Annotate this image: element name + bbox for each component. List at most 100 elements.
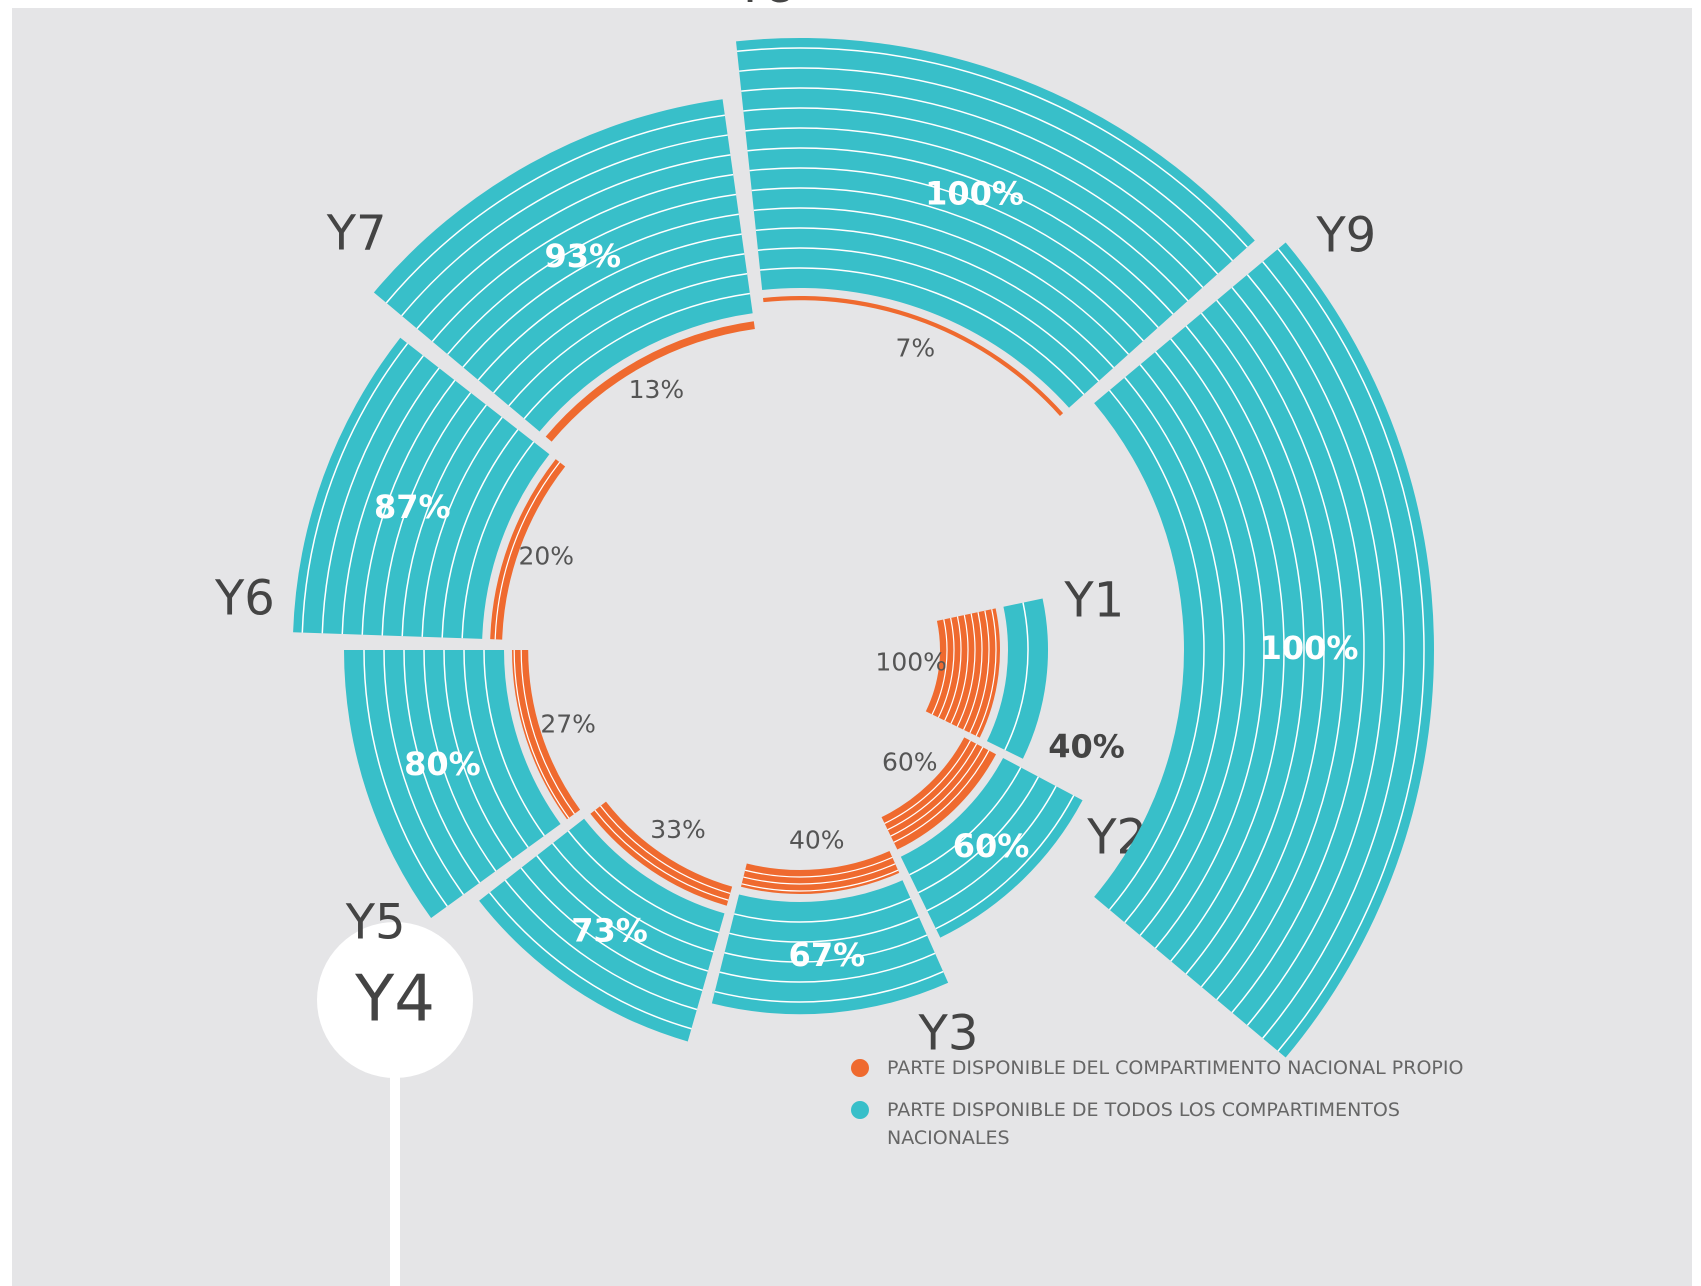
ring-line bbox=[719, 952, 936, 983]
ring-line bbox=[931, 619, 948, 715]
ring-line bbox=[567, 830, 720, 934]
ring-line bbox=[944, 616, 962, 721]
ring-line bbox=[488, 892, 692, 1030]
ring-line bbox=[739, 67, 1234, 262]
ring-line bbox=[462, 213, 739, 368]
legend-label: PARTE DISPONIBLE DEL COMPARTIMENTO NACIO… bbox=[887, 1057, 1464, 1079]
ring-line bbox=[975, 609, 997, 737]
legend-swatch bbox=[851, 1101, 869, 1119]
own-value-label: 13% bbox=[629, 375, 685, 404]
ring-line bbox=[494, 461, 561, 640]
ring-line bbox=[594, 809, 729, 901]
legend: PARTE DISPONIBLE DEL COMPARTIMENTO NACIO… bbox=[851, 1054, 1491, 1166]
ring-line bbox=[504, 879, 698, 1011]
ring-line bbox=[749, 167, 1159, 328]
all-value-label: 100% bbox=[1260, 629, 1359, 667]
ring-line bbox=[508, 272, 748, 407]
year-label: Y6 bbox=[214, 570, 275, 626]
all-segment bbox=[373, 99, 753, 432]
ring-line bbox=[1004, 602, 1029, 751]
all-value-label: 93% bbox=[544, 237, 621, 275]
ring-line bbox=[909, 767, 1022, 876]
ring-line bbox=[1124, 376, 1225, 924]
ring-line bbox=[969, 610, 990, 734]
ring-line bbox=[461, 441, 535, 639]
ring-line bbox=[890, 746, 984, 837]
ring-line bbox=[887, 743, 978, 831]
ring-line bbox=[741, 87, 1219, 275]
year-label: Y5 bbox=[345, 895, 406, 951]
ring-line bbox=[956, 613, 976, 727]
ring-line bbox=[1231, 286, 1365, 1014]
ring-line bbox=[477, 233, 742, 381]
ring-line bbox=[1139, 364, 1245, 936]
highlight-circle bbox=[317, 922, 473, 1078]
year-label: Y8 bbox=[734, 0, 795, 14]
year-label: Y3 bbox=[918, 1006, 979, 1062]
ring-line bbox=[381, 392, 472, 636]
ring-line bbox=[755, 227, 1115, 369]
ring-line bbox=[1200, 312, 1325, 988]
ring-line bbox=[1246, 274, 1385, 1026]
ring-line bbox=[757, 247, 1100, 382]
own-value-label: 33% bbox=[650, 815, 706, 844]
ring-line bbox=[321, 355, 424, 634]
ring-line bbox=[463, 649, 529, 848]
all-value-label: 87% bbox=[374, 488, 451, 526]
ring-line bbox=[441, 429, 519, 638]
ring-line bbox=[483, 649, 545, 837]
all-segment bbox=[479, 818, 725, 1042]
ring-line bbox=[493, 253, 745, 394]
ring-line bbox=[421, 416, 503, 637]
own-value-label: 60% bbox=[882, 748, 938, 777]
ring-line bbox=[401, 134, 728, 317]
ring-line bbox=[520, 867, 703, 992]
year-label: Y9 bbox=[1315, 207, 1376, 263]
ring-line bbox=[1108, 389, 1205, 911]
ring-line bbox=[950, 614, 969, 724]
ring-line bbox=[1170, 338, 1285, 962]
own-segment bbox=[490, 459, 566, 640]
all-value-label: 60% bbox=[953, 827, 1030, 865]
ring-line bbox=[385, 114, 725, 304]
ring-line bbox=[423, 649, 497, 872]
ring-line bbox=[361, 379, 456, 635]
ring-line bbox=[736, 47, 1248, 248]
ring-line bbox=[341, 367, 440, 635]
all-value-label: 100% bbox=[925, 174, 1024, 212]
ring-line bbox=[751, 187, 1144, 342]
ring-line bbox=[937, 617, 955, 718]
all-segment bbox=[900, 757, 1083, 938]
ring-line bbox=[513, 649, 570, 819]
ring-line bbox=[745, 127, 1189, 302]
ring-line bbox=[747, 147, 1174, 315]
own-value-label: 100% bbox=[875, 648, 946, 677]
ring-line bbox=[743, 107, 1204, 288]
ring-line bbox=[520, 649, 575, 815]
ring-line bbox=[301, 342, 409, 633]
ring-line bbox=[401, 404, 487, 637]
ring-line bbox=[744, 856, 893, 878]
ring-line bbox=[536, 855, 709, 972]
ring-line bbox=[926, 785, 1057, 912]
ring-line bbox=[523, 292, 751, 420]
ring-line bbox=[447, 193, 737, 355]
ring-line bbox=[734, 897, 911, 923]
year-label: Y7 bbox=[326, 206, 387, 262]
all-value-label: 40% bbox=[1048, 728, 1125, 766]
ring-line bbox=[551, 842, 714, 953]
own-value-label: 40% bbox=[789, 825, 845, 854]
all-segment bbox=[986, 598, 1048, 759]
legend-item: PARTE DISPONIBLE DEL COMPARTIMENTO NACIO… bbox=[851, 1054, 1491, 1082]
ring-line bbox=[403, 649, 481, 884]
ring-line bbox=[893, 750, 990, 843]
ring-line bbox=[1262, 261, 1405, 1039]
ring-line bbox=[1277, 248, 1425, 1052]
legend-swatch bbox=[851, 1059, 869, 1077]
legend-item: PARTE DISPONIBLE DE TODOS LOS COMPARTIME… bbox=[851, 1096, 1491, 1152]
ring-line bbox=[600, 805, 731, 894]
own-value-label: 27% bbox=[540, 709, 596, 738]
year-label: Y1 bbox=[1063, 572, 1124, 628]
